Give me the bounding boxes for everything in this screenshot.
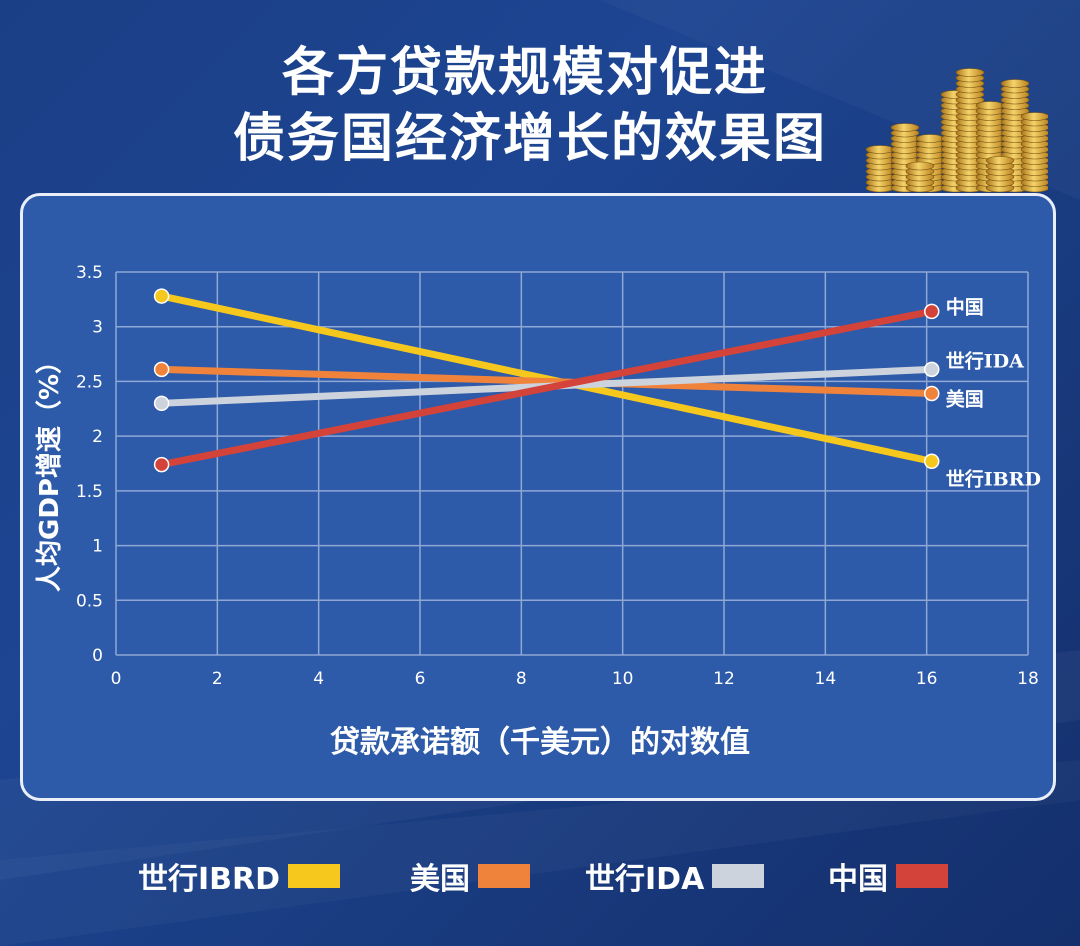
legend-swatch bbox=[896, 864, 948, 888]
legend-item: 世行IDA bbox=[585, 856, 765, 897]
series-end-label: 中国 bbox=[946, 295, 984, 318]
legend-label: 世行IBRD bbox=[138, 862, 281, 897]
data-point bbox=[153, 456, 170, 473]
legend-item: 美国 bbox=[410, 856, 530, 897]
y-tick-label: 1.5 bbox=[76, 482, 103, 502]
x-tick-label: 2 bbox=[212, 669, 223, 689]
data-point bbox=[923, 361, 940, 378]
series-line-3 bbox=[158, 307, 936, 469]
series-end-label: 世行IDA bbox=[946, 349, 1024, 372]
y-tick-label: 1 bbox=[92, 537, 103, 557]
data-point bbox=[153, 361, 170, 378]
y-tick-label: 0.5 bbox=[76, 591, 103, 611]
x-tick-label: 8 bbox=[516, 669, 527, 689]
x-tick-label: 16 bbox=[916, 669, 938, 689]
data-point bbox=[923, 303, 940, 320]
gold-coins-icon bbox=[865, 68, 1048, 193]
chart-title-line2: 债务国经济增长的效果图 bbox=[232, 108, 827, 169]
series-line-1 bbox=[158, 365, 936, 397]
x-tick-label: 18 bbox=[1017, 669, 1039, 689]
y-tick-label: 3 bbox=[92, 318, 103, 338]
chart-panel bbox=[20, 193, 1056, 801]
legend-swatch bbox=[712, 864, 765, 888]
series-end-label: 美国 bbox=[946, 387, 984, 410]
series-end-label: 世行IBRD bbox=[946, 467, 1041, 490]
x-tick-label: 4 bbox=[313, 669, 324, 689]
legend-swatch bbox=[288, 864, 341, 888]
legend-label: 中国 bbox=[828, 862, 888, 897]
y-tick-label: 2.5 bbox=[76, 372, 103, 392]
data-point bbox=[923, 453, 940, 470]
legend-item: 中国 bbox=[828, 856, 948, 897]
x-axis-label: 贷款承诺额（千美元）的对数值 bbox=[330, 725, 750, 760]
legend-item: 世行IBRD bbox=[138, 856, 341, 897]
chart-title-line1: 各方贷款规模对促进 bbox=[281, 42, 768, 103]
data-point bbox=[153, 395, 170, 412]
legend-label: 美国 bbox=[410, 862, 470, 897]
y-tick-label: 2 bbox=[92, 427, 103, 447]
x-tick-label: 0 bbox=[111, 669, 122, 689]
y-tick-label: 3.5 bbox=[76, 263, 103, 283]
legend-swatch bbox=[478, 864, 530, 888]
data-point bbox=[153, 288, 170, 304]
legend-label: 世行IDA bbox=[585, 862, 705, 897]
data-point bbox=[923, 385, 940, 402]
x-tick-label: 14 bbox=[815, 669, 837, 689]
x-tick-label: 12 bbox=[713, 669, 735, 689]
y-tick-label: 0 bbox=[92, 646, 103, 666]
x-tick-label: 6 bbox=[415, 669, 426, 689]
y-axis-label: 人均GDP增速（%） bbox=[34, 348, 65, 592]
x-tick-label: 10 bbox=[612, 669, 634, 689]
